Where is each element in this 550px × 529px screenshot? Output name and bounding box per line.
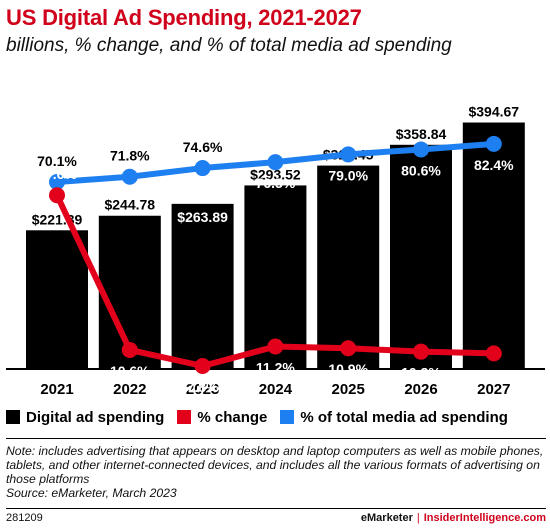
legend-swatch-blue bbox=[280, 410, 295, 424]
bar-value-label: $358.84 bbox=[396, 126, 447, 142]
data-point-pct-change bbox=[194, 358, 211, 374]
footer-separator: | bbox=[416, 512, 420, 524]
bar bbox=[244, 185, 307, 368]
note-text: Note: includes advertising that appears … bbox=[6, 444, 544, 486]
chart-legend: Digital ad spending % change % of total … bbox=[6, 407, 521, 427]
divider-top bbox=[6, 438, 546, 439]
data-label-pct-change: 10.6% bbox=[110, 363, 150, 379]
data-label-pct-total: 74.6% bbox=[183, 139, 223, 155]
bar bbox=[26, 230, 88, 368]
data-point-pct-change bbox=[485, 345, 502, 362]
brand-insider-intelligence: InsiderIntelligence.com bbox=[423, 512, 546, 524]
legend-item-pct-change: % change bbox=[177, 409, 267, 426]
bar-value-label: $394.67 bbox=[468, 104, 519, 120]
source-text: Source: eMarketer, March 2023 bbox=[6, 486, 177, 500]
divider-bottom bbox=[6, 508, 546, 509]
brand-emarketer: eMarketer bbox=[360, 512, 413, 524]
x-tick-label: 2021 bbox=[40, 381, 73, 398]
data-point-pct-total bbox=[121, 168, 138, 185]
x-tick-label: 2023 bbox=[186, 381, 219, 398]
data-label-pct-total: 70.1% bbox=[37, 153, 77, 169]
data-label-pct-total: 76.5% bbox=[256, 175, 296, 191]
legend-label: % change bbox=[197, 408, 268, 426]
data-point-pct-total bbox=[267, 154, 284, 171]
legend-item-pct-total: % of total media ad spending bbox=[280, 409, 508, 426]
footer-brand: eMarketer | InsiderIntelligence.com bbox=[361, 512, 546, 524]
legend-item-digital-ad-spending: Digital ad spending bbox=[6, 409, 164, 426]
bar-value-label: $263.89 bbox=[177, 209, 228, 225]
bar bbox=[390, 144, 452, 368]
legend-swatch-red bbox=[177, 410, 192, 424]
bar-value-label: $244.78 bbox=[104, 197, 155, 213]
data-point-pct-total bbox=[413, 141, 429, 158]
data-label-pct-total: 71.8% bbox=[110, 148, 150, 164]
bar bbox=[317, 165, 380, 368]
combo-chart: $221.39$244.78$263.89$293.52$325.45$358.… bbox=[6, 104, 545, 398]
x-tick-label: 2026 bbox=[404, 381, 437, 398]
x-tick-label: 2022 bbox=[113, 381, 146, 398]
data-label-pct-total: 82.4% bbox=[474, 157, 514, 173]
legend-label: % of total media ad spending bbox=[300, 408, 508, 426]
x-tick-label: 2025 bbox=[332, 381, 365, 398]
x-tick-label: 2027 bbox=[477, 381, 510, 398]
data-label-pct-change: 37.6% bbox=[37, 166, 77, 182]
data-point-pct-change bbox=[340, 340, 357, 357]
bar-value-label: $221.39 bbox=[32, 211, 83, 227]
chart-subtitle: billions, % change, and % of total media… bbox=[6, 35, 452, 56]
bar-value-label: $293.52 bbox=[250, 166, 301, 182]
data-point-pct-total bbox=[194, 160, 211, 177]
chart-id: 281209 bbox=[6, 512, 43, 524]
data-point-pct-total bbox=[485, 135, 502, 152]
data-point-pct-change bbox=[267, 338, 284, 355]
data-label-pct-change: 10.9% bbox=[328, 361, 368, 377]
legend-label: Digital ad spending bbox=[26, 408, 165, 426]
data-point-pct-change bbox=[121, 341, 138, 358]
data-label-pct-total: 79.0% bbox=[328, 167, 368, 183]
data-label-pct-change: 7.8% bbox=[187, 379, 219, 395]
data-point-pct-total bbox=[340, 146, 357, 163]
x-tick-label: 2024 bbox=[259, 381, 293, 398]
bar bbox=[462, 122, 525, 368]
data-point-pct-change bbox=[413, 343, 429, 360]
data-label-pct-change: 11.2% bbox=[256, 360, 295, 376]
footer: 281209 eMarketer | InsiderIntelligence.com bbox=[6, 512, 546, 524]
data-point-pct-total bbox=[49, 174, 65, 190]
data-point-pct-change bbox=[49, 187, 65, 204]
data-label-pct-change: 10.3% bbox=[401, 365, 441, 381]
data-label-pct-total: 80.6% bbox=[401, 162, 441, 178]
chart-title: US Digital Ad Spending, 2021-2027 bbox=[6, 5, 362, 30]
data-label-pct-change: 10.0% bbox=[474, 366, 514, 382]
bar bbox=[171, 203, 234, 368]
legend-swatch-black bbox=[6, 410, 20, 424]
chart-note: Note: includes advertising that appears … bbox=[6, 444, 546, 500]
